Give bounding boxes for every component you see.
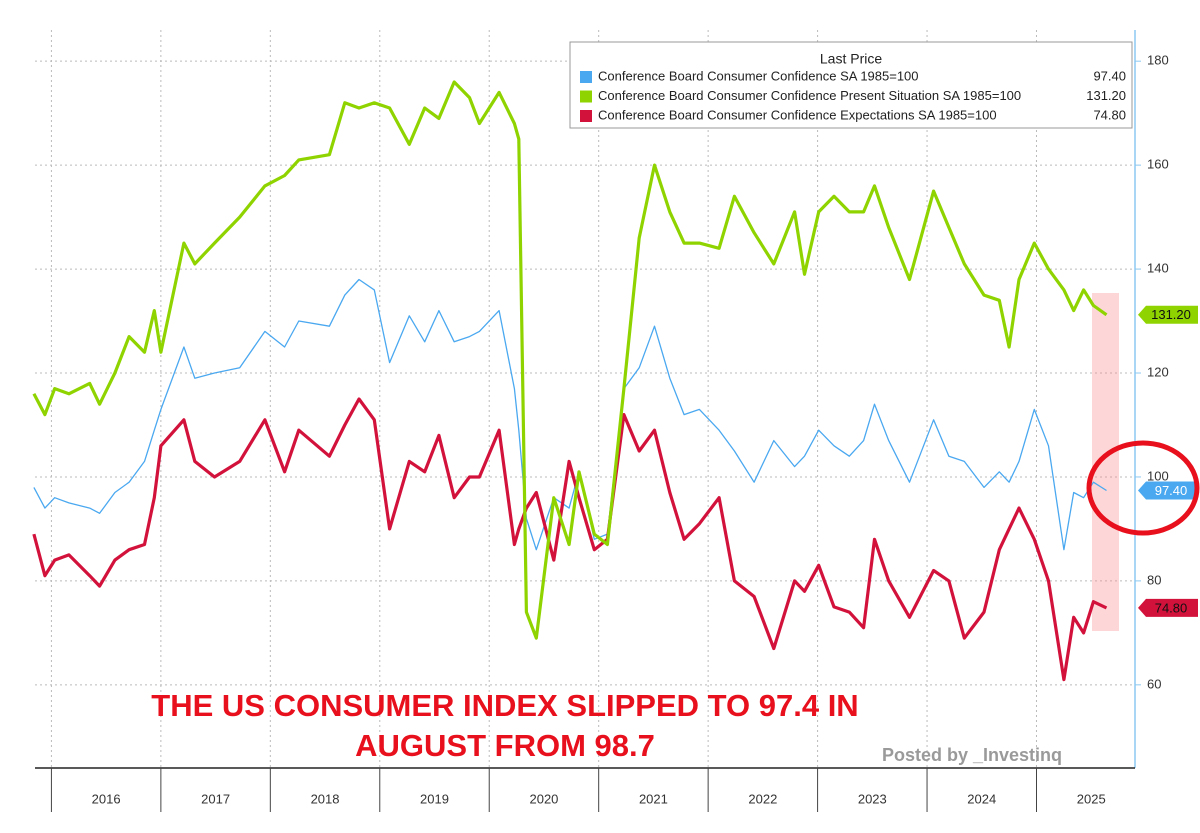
price-tag xyxy=(1138,305,1198,324)
lines xyxy=(32,80,1108,682)
legend-label: Conference Board Consumer Confidence Pre… xyxy=(598,88,1021,103)
annotation: THE US CONSUMER INDEX SLIPPED TO 97.4 IN xyxy=(151,688,858,723)
series-line xyxy=(32,397,1108,682)
grid xyxy=(35,30,1135,768)
legend-label: Conference Board Consumer Confidence SA … xyxy=(598,68,919,83)
x-tick-label: 2025 xyxy=(1077,791,1106,806)
legend-swatch xyxy=(580,110,592,122)
price-tag xyxy=(1138,598,1198,617)
legend-label: Conference Board Consumer Confidence Exp… xyxy=(598,107,997,122)
y-tick-label: 80 xyxy=(1147,572,1161,587)
legend-value: 74.80 xyxy=(1093,107,1126,122)
x-tick-label: 2023 xyxy=(858,791,887,806)
legend: Conference Board Consumer Confidence SA … xyxy=(580,68,1126,122)
watermark: Posted by _Investinq xyxy=(882,745,1062,765)
x-tick-label: 2018 xyxy=(311,791,340,806)
legend-value: 131.20 xyxy=(1086,88,1126,103)
x-tick-label: 2021 xyxy=(639,791,668,806)
price-tag-label: 131.20 xyxy=(1151,307,1191,322)
y-tick-label: 60 xyxy=(1147,676,1161,691)
x-tick-label: 2022 xyxy=(748,791,777,806)
legend-box xyxy=(569,41,1133,129)
y-tick-label: 140 xyxy=(1147,261,1169,276)
x-tick-label: 2024 xyxy=(967,791,996,806)
series-line xyxy=(32,80,1108,640)
y-tick-label: 100 xyxy=(1147,468,1169,483)
x-tick-label: 2019 xyxy=(420,791,449,806)
price-tag-label: 97.40 xyxy=(1155,483,1188,498)
legend-swatch xyxy=(580,71,592,83)
annotation: AUGUST FROM 98.7 xyxy=(355,728,655,763)
axes: 60 80 100 120 140 160 180 2016 2017 2018 2019 2020 2… xyxy=(50,53,1198,812)
price-tag-label: 74.80 xyxy=(1155,600,1188,615)
x-tick-label: 2020 xyxy=(529,791,558,806)
legend-swatch xyxy=(580,90,592,103)
y-tick-label: 160 xyxy=(1147,157,1169,172)
y-tick-label: 120 xyxy=(1147,364,1169,379)
price-tag xyxy=(1138,481,1198,500)
series-line xyxy=(33,278,1107,551)
y-tick-label: 180 xyxy=(1147,53,1169,68)
legend-value: 97.40 xyxy=(1093,68,1126,83)
legend-title: Last Price xyxy=(820,51,882,67)
x-tick-label: 2016 xyxy=(92,791,121,806)
highlight-circle xyxy=(1086,440,1200,536)
x-tick-label: 2017 xyxy=(201,791,230,806)
